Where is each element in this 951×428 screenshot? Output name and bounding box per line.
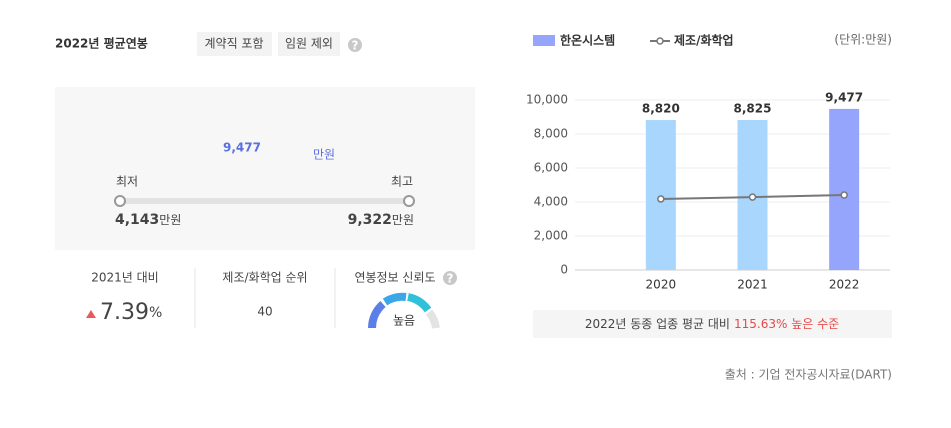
source: 출처 : 기업 전자공시자료(DART) [725,368,892,382]
gauge-seg [368,300,386,329]
line-point [657,195,665,203]
note-bg [533,310,892,338]
help-icon[interactable] [443,271,457,285]
stat-label: 2021년 대비 [91,271,158,285]
max-value: 9,322 [348,212,392,228]
help-glyph: ? [447,272,454,286]
gauge-seg [382,292,407,306]
note: 2022년 동종 업종 평균 대비 115.63% 높은 수준 [585,317,839,331]
tag-bg [197,32,272,56]
help-glyph: ? [352,39,359,53]
x-tick-label: 2022 [829,278,860,292]
min-value: 4,143 [115,212,159,228]
change-unit: % [149,305,162,321]
unit: (단위:만원) [834,33,892,47]
max-salary: 9,322만원 [348,212,414,228]
y-tick-label: 0 [560,263,568,277]
tag: 계약직 포함 [204,36,263,51]
y-tick-label: 2,000 [534,229,568,243]
tag-bg [278,32,340,56]
legend-swatch [533,35,555,46]
range-max [403,195,415,207]
up-icon [86,310,96,318]
title: 2022년 평균연봉 [55,36,148,51]
note-highlight: 115.63% 높은 수준 [734,317,839,331]
gauge-seg [407,293,432,313]
min-label: 최저 [116,175,138,189]
salary-unit: 만원 [313,148,335,162]
reliability: 높음 [393,314,415,328]
y-tick-label: 8,000 [534,127,568,141]
x-tick-label: 2020 [646,278,677,292]
help-icon[interactable] [348,38,362,52]
max-unit: 만원 [392,213,414,227]
legend-label: 제조/화학업 [674,33,734,48]
min-unit: 만원 [159,213,181,227]
stat-value: 40 [257,305,272,319]
value-label: 8,825 [734,101,772,115]
tag: 임원 제외 [285,37,333,51]
line-point [748,193,757,201]
min-salary: 4,143만원 [115,212,181,228]
bar [829,108,860,271]
salary-box [55,87,475,250]
stat-label: 제조/화학업 순위 [222,271,307,285]
max-label: 최고 [391,175,413,189]
bar [645,120,676,270]
gauge-seg [425,309,440,329]
line-point [840,191,848,199]
legend-label: 한온시스템 [560,33,615,48]
stat-value: 7.39% [100,300,162,325]
x-tick-label: 2021 [737,278,768,292]
range-min [114,195,126,207]
salary-value: 9,477 [223,141,261,155]
y-tick-label: 4,000 [534,195,568,209]
legend-dot [656,37,664,45]
change-value: 7.39 [100,300,149,325]
y-tick-label: 6,000 [534,161,568,175]
value-label: 8,820 [642,102,680,116]
value-label: 9,477 [825,90,863,104]
stat-label: 연봉정보 신뢰도 [354,271,435,285]
y-tick-label: 10,000 [526,93,568,107]
note-text: 2022년 동종 업종 평균 대비 [585,317,730,331]
